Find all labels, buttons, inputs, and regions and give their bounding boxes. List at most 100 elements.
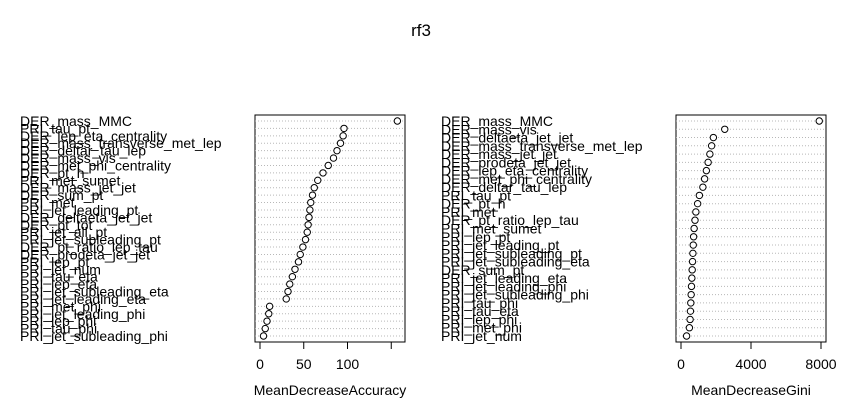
data-point-pri-lep-pt [689, 233, 698, 241]
variable-label: DER_pt_h [20, 165, 85, 181]
variable-label: DER_prodeta_jet_jet [441, 154, 571, 170]
x-tick-label: 0 [677, 356, 685, 372]
variable-label: DER_prodeta_jet_jet [20, 246, 150, 262]
data-point-der-pt-h [693, 199, 702, 208]
variable-label: PRI_lep_pt [20, 254, 89, 270]
variable-label: DER_mass_transverse_met_lep [441, 138, 643, 154]
variable-label: PRI_lep_phi [441, 311, 517, 327]
data-point-der-lep-eta-centrality [339, 132, 347, 140]
data-point-der-mass-vis [329, 154, 338, 162]
data-point-pri-jet-leading-phi [265, 310, 273, 318]
variable-label: PRI_tau_eta [441, 303, 519, 319]
variable-label: DER_pt_tot [20, 217, 92, 233]
x-axis-title: MeanDecreaseAccuracy [254, 382, 407, 398]
plot-frame [254, 114, 406, 343]
variable-label: DER_pt_h [441, 196, 506, 212]
variable-label: PRI_jet_subleading_pt [441, 245, 582, 261]
data-point-pri-jet-subleading-phi [259, 332, 268, 340]
variable-label: PRI_jet_leading_eta [441, 270, 567, 286]
data-point-pri-tau-phi [261, 324, 269, 333]
data-point-pri-jet-leading-pt [689, 241, 697, 249]
variable-label: PRI_jet_leading_pt [441, 237, 559, 253]
data-point-der-pt-tot [304, 221, 312, 229]
data-point-pri-jet-subleading-pt [689, 249, 697, 258]
variable-label: PRI_lep_phi [20, 313, 96, 329]
data-point-der-mass-transverse-met-lep [707, 142, 716, 150]
variable-label: DER_lep_eta_centrality [441, 163, 588, 179]
data-point-der-pt-ratio-lep-tau [691, 216, 699, 224]
chart-title: rf3 [411, 21, 431, 40]
data-point-der-mass-mmc [393, 117, 402, 125]
dotchart-panel-accuracy: DER_mass_MMCPRI_tau_ptDER_lep_eta_centra… [20, 113, 406, 398]
variable-label: DER_lep_eta_centrality [20, 128, 167, 144]
data-point-pri-jet-subleading-pt [301, 235, 310, 244]
variable-label: PRI_tau_phi [441, 295, 518, 311]
variable-label: DER_deltaeta_jet_jet [441, 130, 573, 146]
data-point-pri-jet-num [682, 332, 691, 340]
data-point-der-mass-jet-jet [706, 150, 714, 158]
data-point-pri-met-sumet [314, 176, 322, 185]
data-point-der-deltaeta-jet-jet [305, 213, 313, 222]
variable-label: DER_mass_MMC [441, 113, 553, 129]
variable-label: PRI_jet_leading_phi [441, 278, 566, 294]
data-point-der-deltar-tau-lep [333, 146, 341, 155]
variable-label: PRI_jet_leading_pt [20, 202, 138, 218]
data-point-der-met-phi-centrality [700, 175, 709, 183]
data-point-der-prodeta-jet-jet [296, 250, 304, 259]
variable-label: DER_mass_vis [20, 150, 116, 166]
data-point-der-deltar-tau-lep [699, 183, 707, 191]
data-point-pri-jet-leading-eta [282, 295, 290, 303]
data-point-pri-lep-pt [294, 258, 303, 266]
variable-label: DER_sum_pt [20, 187, 103, 203]
variable-label: DER_sum_pt [441, 262, 524, 278]
data-point-pri-tau-eta [288, 272, 297, 281]
variable-label: PRI_met_phi [441, 320, 522, 336]
variable-label: DER_deltaeta_jet_jet [20, 209, 152, 225]
x-axis-title: MeanDecreaseGini [691, 382, 811, 398]
data-point-pri-jet-subleading-eta [688, 257, 697, 266]
data-point-der-sum-pt [688, 266, 696, 274]
data-point-der-pt-ratio-lep-tau [299, 243, 307, 251]
variable-label: PRI_jet_subleading_eta [20, 284, 169, 300]
data-point-der-mass-jet-jet [310, 184, 318, 192]
data-point-pri-jet-subleading-eta [284, 287, 292, 296]
data-point-pri-met-phi [685, 324, 694, 332]
variable-label: PRI_tau_eta [20, 269, 98, 285]
variable-label: PRI_tau_pt [441, 187, 511, 203]
variable-label: PRI_jet_subleading_eta [441, 254, 590, 270]
variable-label: PRI_met [441, 204, 496, 220]
variable-label: DER_mass_jet_jet [441, 146, 557, 162]
x-tick-label: 100 [336, 356, 360, 372]
data-point-der-pt-h [319, 169, 327, 177]
data-point-der-mass-mmc [815, 117, 823, 125]
variable-label: DER_met_phi_centrality [20, 157, 171, 173]
variable-label: DER_mass_jet_jet [20, 180, 136, 196]
variable-label: DER_pt_ratio_lep_tau [441, 212, 579, 228]
variable-label: DER_met_phi_centrality [441, 171, 592, 187]
data-point-pri-lep-eta [286, 280, 294, 288]
variable-label: PRI_met_sumet [441, 221, 541, 237]
x-tick-label: 8000 [805, 356, 836, 372]
variable-label: DER_mass_transverse_met_lep [20, 135, 222, 151]
x-tick-label: 50 [296, 356, 312, 372]
data-point-pri-jet-all-pt [303, 228, 311, 236]
data-point-pri-met [692, 208, 700, 216]
variable-label: PRI_jet_all_pt [20, 224, 107, 240]
data-point-pri-tau-pt [695, 191, 704, 200]
data-point-pri-met-sumet [690, 224, 698, 233]
variable-label: PRI_jet_leading_phi [20, 306, 145, 322]
data-point-pri-jet-num [291, 265, 299, 273]
variable-label: PRI_met [20, 195, 75, 211]
data-point-pri-jet-leading-eta [688, 274, 696, 282]
data-point-pri-tau-pt [340, 124, 348, 133]
variable-label: PRI_lep_pt [441, 229, 510, 245]
x-tick-label: 4000 [735, 356, 766, 372]
data-point-pri-met-phi [265, 302, 274, 311]
variable-label: DER_deltar_tau_lep [20, 143, 146, 159]
variable-label: DER_pt_ratio_lep_tau [20, 239, 158, 255]
data-point-der-deltaeta-jet-jet [709, 133, 718, 142]
variable-label: PRI_jet_num [441, 328, 522, 344]
data-point-pri-lep-phi [263, 317, 271, 325]
data-point-pri-jet-subleading-phi [687, 290, 695, 299]
